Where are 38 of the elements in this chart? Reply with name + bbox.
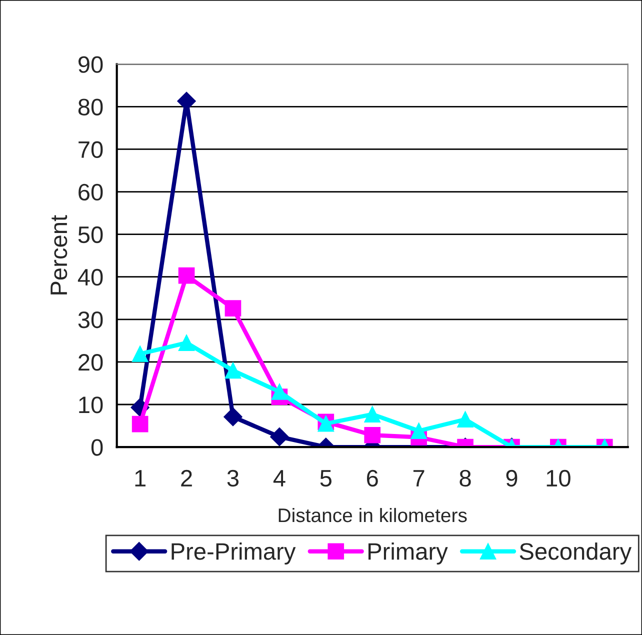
y-tick-label: 60	[78, 184, 103, 201]
point	[224, 300, 242, 316]
x-tick-label: 2	[181, 470, 192, 486]
point	[132, 346, 148, 362]
x-tick-label: 10	[546, 470, 570, 487]
y-tick-label: 20	[78, 354, 103, 371]
legend-label: Secondary	[520, 542, 632, 565]
point	[457, 411, 474, 428]
x-tick-label: 7	[413, 470, 424, 486]
x-tick-label: 8	[460, 470, 471, 487]
legend-label: Primary	[368, 542, 448, 565]
x-axis-title: Distance in kilometers	[278, 508, 467, 522]
point	[270, 427, 289, 446]
x-tick-label: 4	[273, 470, 286, 486]
legend-label: Pre-Primary	[172, 542, 296, 565]
y-tick-label: 30	[78, 311, 103, 328]
point	[132, 416, 148, 432]
y-tick-label: 10	[79, 396, 103, 414]
point	[178, 334, 195, 351]
point	[410, 422, 427, 440]
x-tick-label: 1	[135, 470, 146, 486]
y-tick-label: 80	[78, 98, 103, 116]
x-tick-label: 6	[366, 470, 378, 487]
y-axis-title: Percent	[50, 215, 68, 294]
point	[271, 384, 288, 400]
point	[178, 267, 195, 284]
x-tick-label: 5	[320, 470, 332, 487]
y-tick-label: 0	[91, 439, 103, 456]
y-tick-label: 40	[78, 268, 103, 286]
y-tick-label: 70	[78, 141, 103, 158]
y-tick-label: 50	[78, 226, 103, 244]
x-tick-label: 3	[227, 470, 239, 487]
y-tick-label: 90	[78, 56, 103, 73]
point	[364, 426, 381, 444]
point	[224, 407, 242, 426]
x-tick-label: 9	[506, 470, 518, 487]
point	[224, 362, 242, 379]
point	[364, 406, 381, 422]
